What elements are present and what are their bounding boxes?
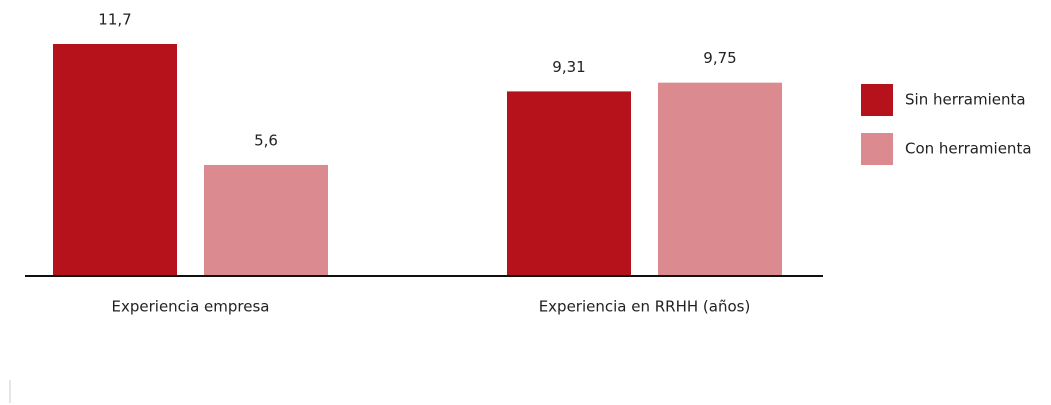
- bar: [507, 91, 631, 277]
- bar: [53, 44, 177, 276]
- x-tick-label: Experiencia en RRHH (años): [539, 298, 751, 316]
- bar: [658, 82, 782, 277]
- legend-label: Sin herramienta: [905, 91, 1026, 109]
- value-label: 9,31: [552, 58, 585, 76]
- value-label: 9,75: [703, 49, 736, 67]
- legend-swatch: [861, 133, 893, 165]
- value-label: 11,7: [98, 11, 131, 29]
- bar: [204, 164, 328, 276]
- x-tick-label: Experiencia empresa: [112, 298, 270, 316]
- value-label: 5,6: [254, 131, 278, 149]
- legend-swatch: [861, 84, 893, 116]
- legend-label: Con herramienta: [905, 140, 1032, 158]
